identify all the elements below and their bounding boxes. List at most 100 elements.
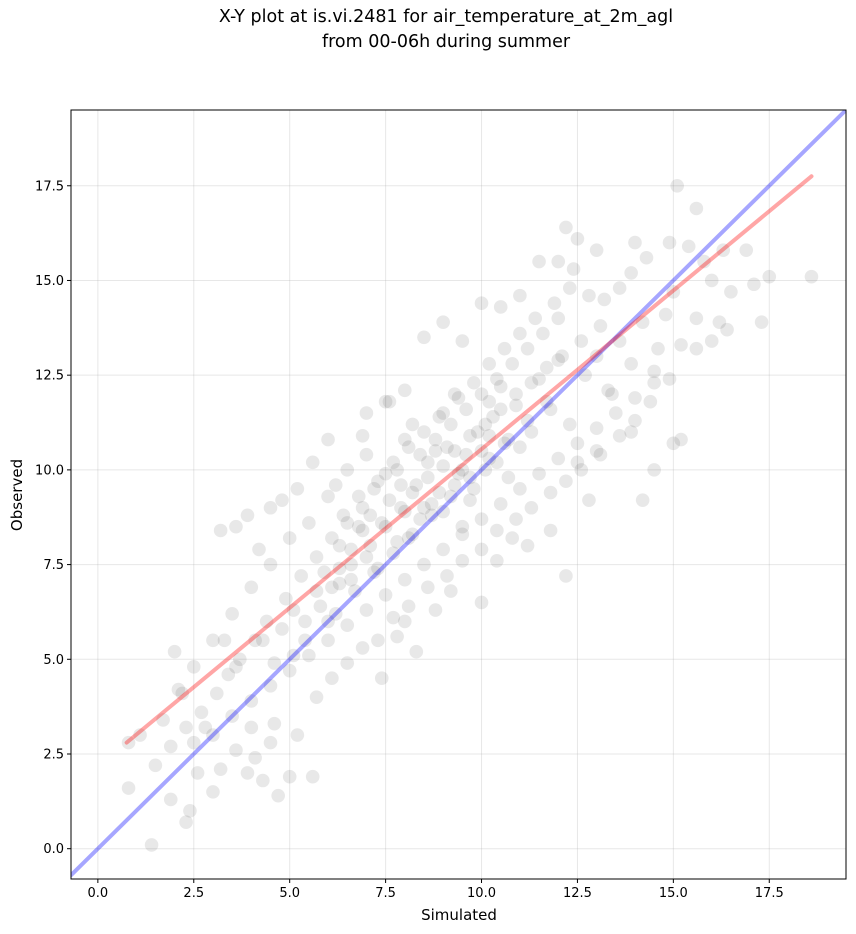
data-point <box>593 319 608 333</box>
data-point <box>206 785 220 799</box>
data-point <box>543 485 558 500</box>
data-point <box>340 618 355 632</box>
data-point <box>501 432 516 447</box>
data-point <box>355 428 370 443</box>
data-point <box>390 463 404 477</box>
data-point <box>559 220 573 235</box>
data-point <box>647 364 661 379</box>
data-point <box>505 357 520 371</box>
data-point <box>570 455 585 470</box>
data-point <box>401 531 416 545</box>
data-point <box>263 557 278 572</box>
data-point <box>597 292 612 307</box>
data-point <box>428 444 443 458</box>
data-point <box>482 394 496 409</box>
data-point <box>486 410 500 424</box>
data-point <box>478 463 493 477</box>
data-point <box>336 508 351 523</box>
scatter-points <box>121 178 819 852</box>
data-point <box>501 470 516 485</box>
data-point <box>704 273 719 288</box>
data-point <box>520 413 535 428</box>
data-point <box>259 614 274 629</box>
y-tick-label: 10.0 <box>35 463 64 478</box>
data-point <box>551 254 566 269</box>
data-point <box>213 523 228 538</box>
data-point <box>305 455 320 470</box>
data-point <box>574 463 589 477</box>
data-point <box>371 474 385 489</box>
data-point <box>444 417 458 432</box>
data-point <box>397 572 412 587</box>
data-point <box>666 436 681 451</box>
data-point <box>386 546 401 561</box>
data-point <box>536 326 550 341</box>
data-point <box>302 516 316 530</box>
data-point <box>589 243 604 257</box>
data-point <box>390 535 404 549</box>
data-point <box>455 463 470 477</box>
data-point <box>344 542 358 557</box>
data-point <box>804 269 819 284</box>
data-point <box>474 512 489 526</box>
data-point <box>279 591 293 606</box>
data-point <box>248 633 262 648</box>
data-point <box>121 781 136 795</box>
data-point <box>359 447 374 462</box>
data-point <box>351 489 366 504</box>
y-tick-label: 0.0 <box>43 842 64 857</box>
data-point <box>490 523 504 538</box>
data-point <box>436 542 450 557</box>
data-point <box>643 394 658 409</box>
data-point <box>612 428 627 443</box>
data-point <box>321 432 335 447</box>
data-point <box>444 489 458 504</box>
data-point <box>662 372 677 386</box>
data-point <box>490 553 504 568</box>
data-point <box>305 769 320 784</box>
data-point <box>163 792 178 807</box>
data-point <box>421 470 435 485</box>
data-point <box>444 584 458 598</box>
data-point <box>397 383 412 398</box>
data-point <box>240 508 255 523</box>
data-point <box>221 667 236 682</box>
data-point <box>371 633 385 648</box>
data-point <box>332 561 347 576</box>
data-point <box>171 682 186 697</box>
grid-lines <box>71 110 846 879</box>
data-point <box>539 394 554 409</box>
y-axis-ticks: 0.0 2.5 5.0 7.5 10.0 12.5 15.0 17.5 <box>35 179 71 857</box>
data-point <box>421 455 435 470</box>
data-point <box>290 728 305 742</box>
data-point <box>570 231 585 246</box>
data-point <box>436 406 450 420</box>
data-point <box>493 497 508 511</box>
data-point <box>681 239 696 254</box>
data-point <box>328 607 343 621</box>
data-point <box>551 451 566 466</box>
data-point <box>482 428 496 443</box>
data-point <box>217 633 232 648</box>
data-point <box>724 285 738 299</box>
data-point <box>482 451 496 466</box>
data-point <box>566 262 581 276</box>
data-point <box>286 648 301 663</box>
data-point <box>321 614 335 629</box>
data-point <box>432 485 447 500</box>
x-tick-label: 5.0 <box>279 886 300 901</box>
data-point <box>474 387 489 401</box>
data-point <box>451 466 466 481</box>
data-point <box>635 315 650 329</box>
data-point <box>612 281 627 295</box>
data-point <box>474 542 489 557</box>
data-point <box>543 402 558 417</box>
data-point <box>440 440 454 454</box>
data-point <box>179 720 193 735</box>
data-point <box>275 493 289 507</box>
data-point <box>302 648 316 663</box>
data-point <box>658 307 673 322</box>
data-point <box>378 394 393 409</box>
data-point <box>513 440 527 454</box>
